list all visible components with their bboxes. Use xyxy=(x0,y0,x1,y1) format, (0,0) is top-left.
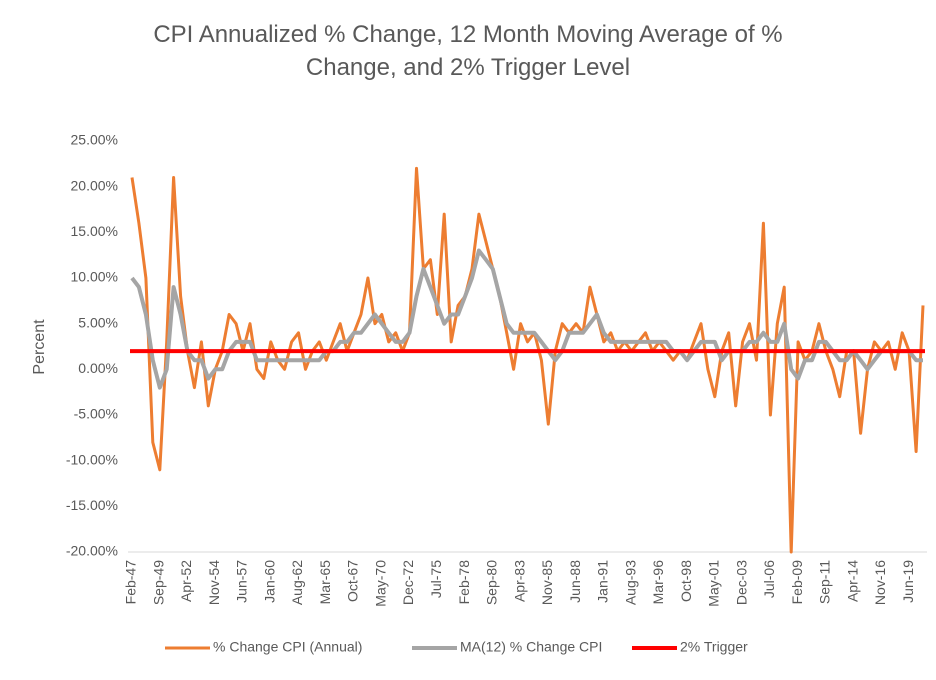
x-tick-label: Sep-49 xyxy=(150,560,166,605)
x-tick-label: Sep-80 xyxy=(484,560,500,605)
x-tick-label: Nov-85 xyxy=(539,560,555,605)
y-tick-label: 0.00% xyxy=(78,360,118,376)
y-tick-label: -15.00% xyxy=(66,497,118,513)
y-tick-label: -5.00% xyxy=(74,406,118,422)
x-tick-label: Jul-06 xyxy=(761,560,777,598)
series-line xyxy=(130,248,923,390)
y-tick-label: 20.00% xyxy=(71,177,118,193)
x-tick-label: Aug-93 xyxy=(622,560,638,605)
x-tick-label: Mar-65 xyxy=(317,560,333,605)
x-tick-label: Feb-09 xyxy=(789,560,805,605)
y-tick-label: 10.00% xyxy=(71,269,118,285)
x-tick-label: Jul-75 xyxy=(428,560,444,598)
legend-label: 2% Trigger xyxy=(680,639,748,655)
x-tick-label: Nov-16 xyxy=(872,560,888,605)
x-tick-label: Aug-62 xyxy=(289,560,305,605)
x-tick-label: Jan-91 xyxy=(595,560,611,603)
x-tick-label: Feb-47 xyxy=(123,560,139,605)
y-tick-label: -10.00% xyxy=(66,451,118,467)
x-tick-label: Jun-19 xyxy=(900,560,916,603)
legend-label: % Change CPI (Annual) xyxy=(213,639,362,655)
x-tick-label: Apr-14 xyxy=(844,560,860,602)
x-tick-label: Nov-54 xyxy=(206,560,222,605)
y-tick-label: 25.00% xyxy=(71,132,118,148)
x-tick-label: Jun-57 xyxy=(234,560,250,603)
x-tick-label: May-01 xyxy=(706,560,722,607)
x-tick-label: Feb-78 xyxy=(456,560,472,605)
y-tick-label: 5.00% xyxy=(78,314,118,330)
x-tick-label: Apr-83 xyxy=(511,560,527,602)
x-tick-label: May-70 xyxy=(372,560,388,607)
x-tick-label: Dec-03 xyxy=(733,560,749,605)
x-tick-label: Oct-98 xyxy=(678,560,694,602)
x-tick-label: Sep-11 xyxy=(817,560,833,604)
x-tick-label: Apr-52 xyxy=(178,560,194,602)
x-tick-label: Dec-72 xyxy=(400,560,416,605)
legend-label: MA(12) % Change CPI xyxy=(460,639,602,655)
x-tick-label: Mar-96 xyxy=(650,560,666,605)
y-axis-label: Percent xyxy=(31,319,48,375)
x-tick-label: Jun-88 xyxy=(567,560,583,603)
series-line xyxy=(130,166,925,554)
x-tick-label: Oct-67 xyxy=(345,560,361,602)
chart-title: CPI Annualized % Change, 12 Month Moving… xyxy=(153,21,783,81)
y-tick-label: 15.00% xyxy=(71,223,118,239)
y-tick-label: -20.00% xyxy=(66,543,118,559)
x-tick-label: Jan-60 xyxy=(261,560,277,603)
